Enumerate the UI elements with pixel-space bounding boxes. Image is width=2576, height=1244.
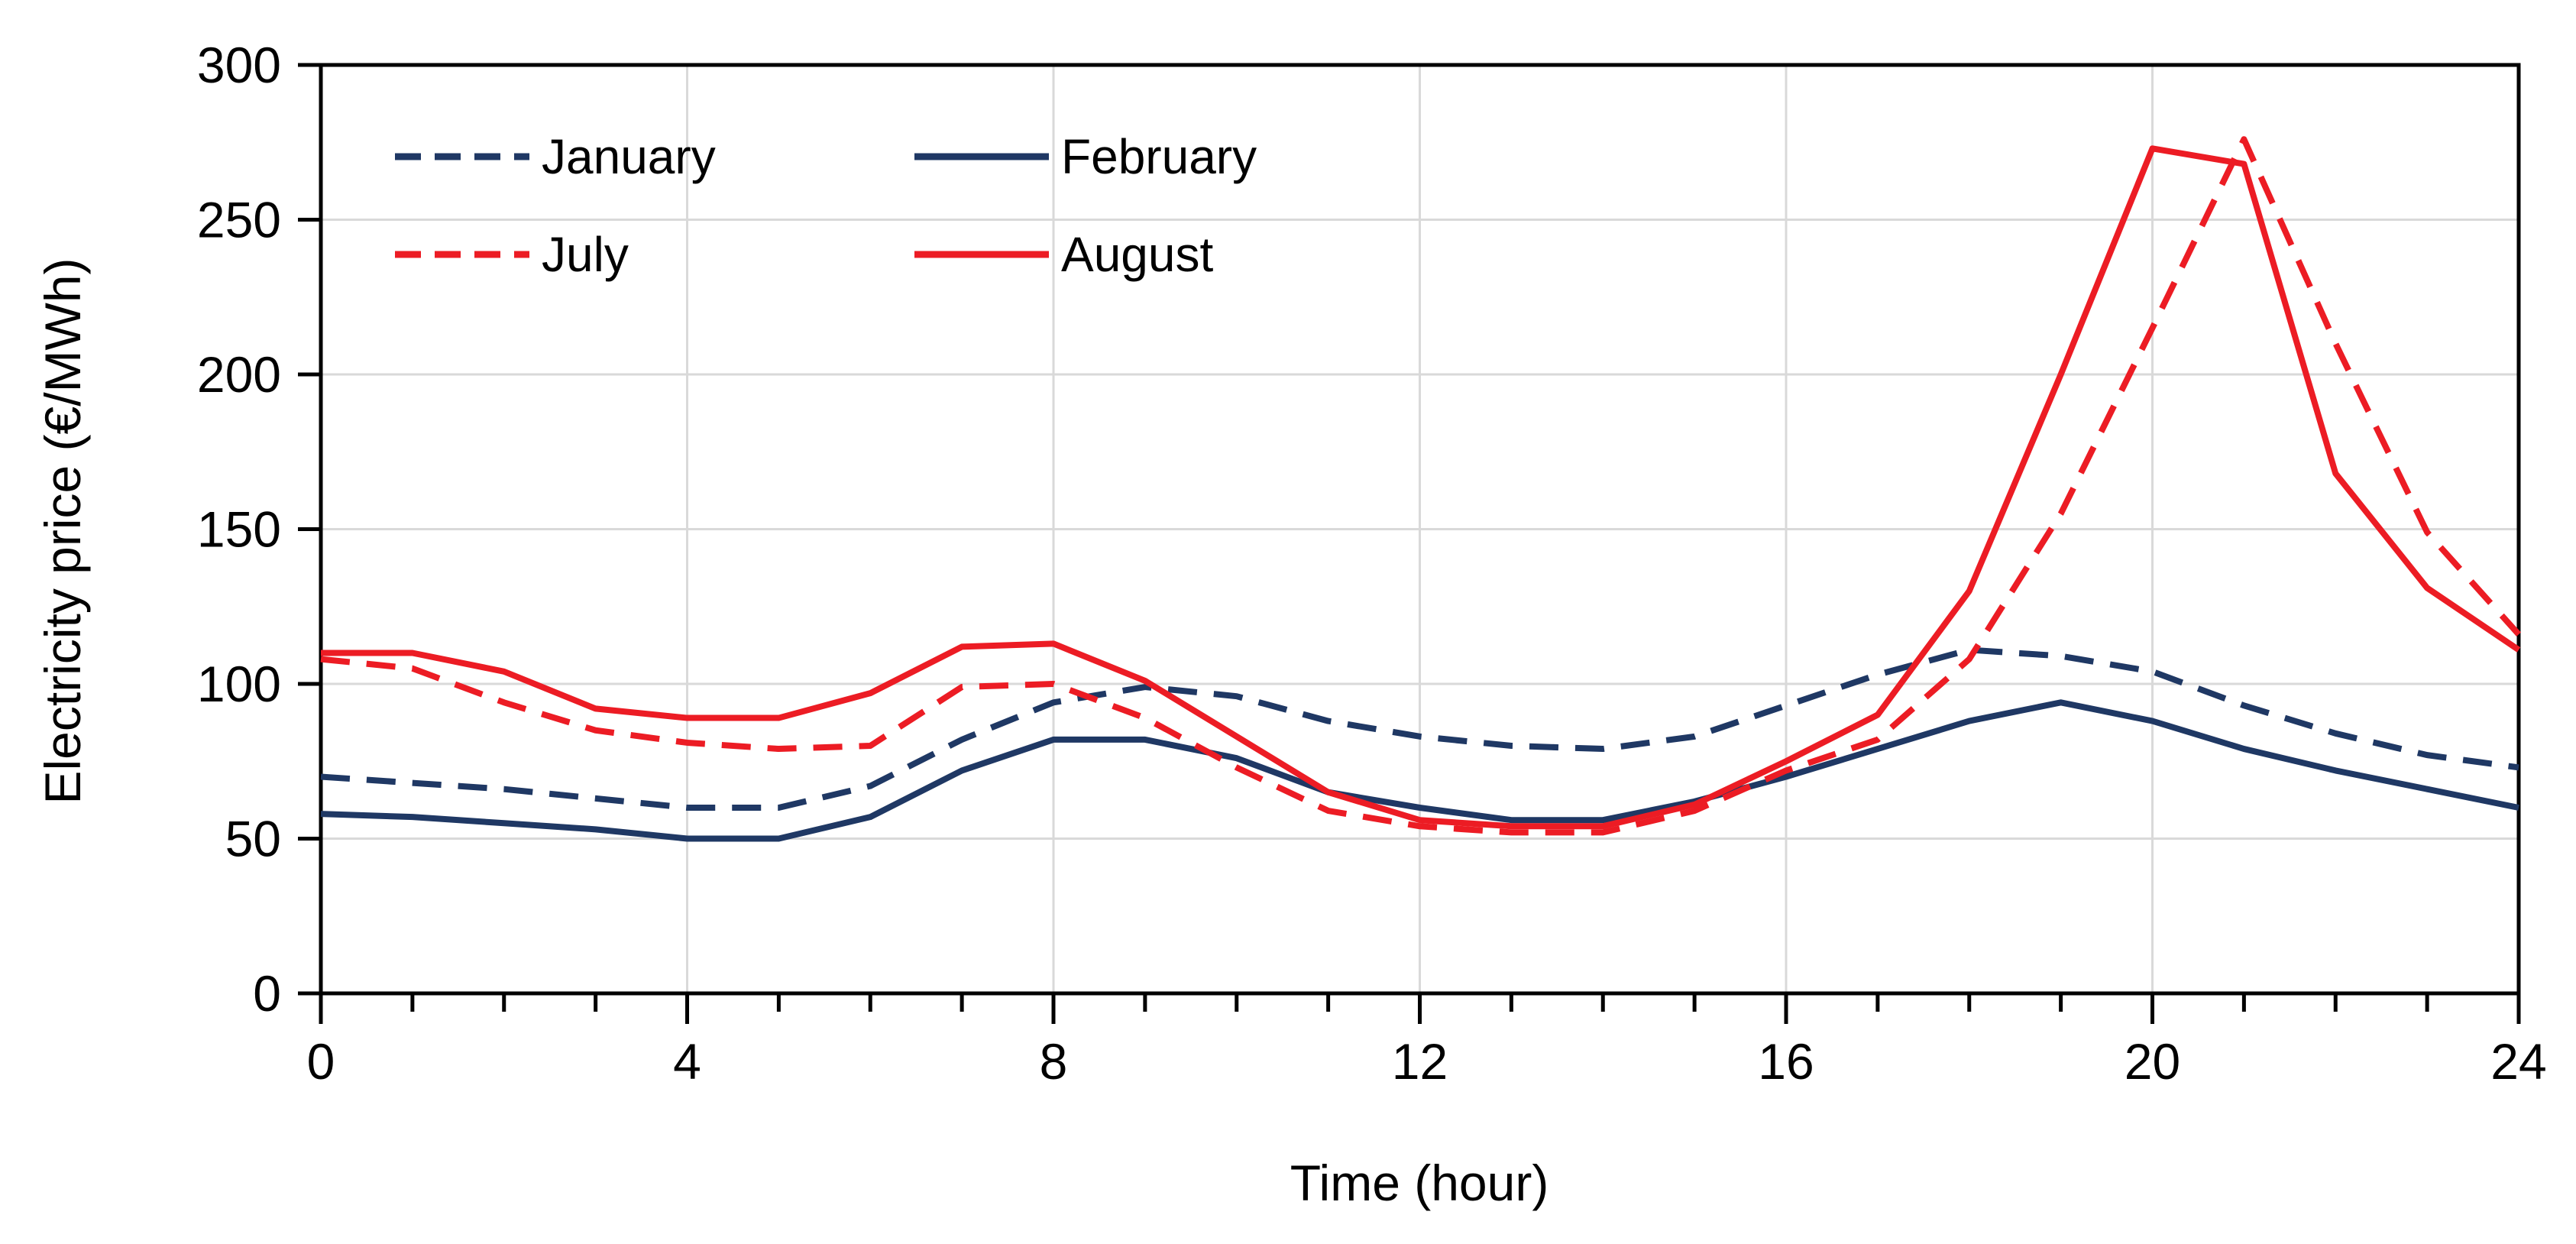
x-tick-label-8: 8 [1040,1033,1068,1090]
legend-item-july: July [393,226,629,283]
x-tick-label-0: 0 [307,1033,335,1090]
legend-label-july: July [542,227,629,282]
x-axis-title: Time (hour) [1290,1155,1549,1211]
y-axis-tick-labels: 0 50 100 150 200 250 300 [197,37,281,1022]
series-february-line [320,699,2519,842]
y-tick-label-300: 300 [197,37,281,93]
x-tick-label-16: 16 [1758,1033,1814,1090]
x-tick-label-12: 12 [1392,1033,1448,1090]
legend-label-august: August [1061,227,1214,282]
x-tick-label-4: 4 [673,1033,701,1090]
y-tick-label-150: 150 [197,501,281,558]
y-tick-label-50: 50 [225,811,281,867]
legend-swatch-january [395,153,529,160]
legend-swatch-february [914,153,1049,160]
legend-swatch-august [914,251,1049,258]
y-axis-ticks [298,63,321,996]
legend-label-january: January [542,129,716,184]
legend-label-february: February [1061,129,1257,184]
x-axis-ticks [319,993,2521,1024]
y-axis-title: Electricity price (€/MWh) [34,258,91,805]
legend-item-january: January [393,128,716,185]
series-january-line [320,646,2519,811]
series-august-line [321,145,2521,830]
y-tick-label-250: 250 [197,192,281,248]
x-axis-tick-labels: 0 4 8 12 16 20 24 [307,1033,2547,1090]
legend-swatch-july [395,251,529,258]
y-tick-label-200: 200 [197,346,281,403]
series-july-line [320,136,2521,836]
x-tick-label-20: 20 [2125,1033,2180,1090]
y-tick-label-100: 100 [197,656,281,712]
y-tick-label-0: 0 [253,965,281,1022]
legend-item-august: August [913,226,1213,283]
x-tick-label-24: 24 [2490,1033,2546,1090]
legend-item-february: February [913,128,1257,185]
